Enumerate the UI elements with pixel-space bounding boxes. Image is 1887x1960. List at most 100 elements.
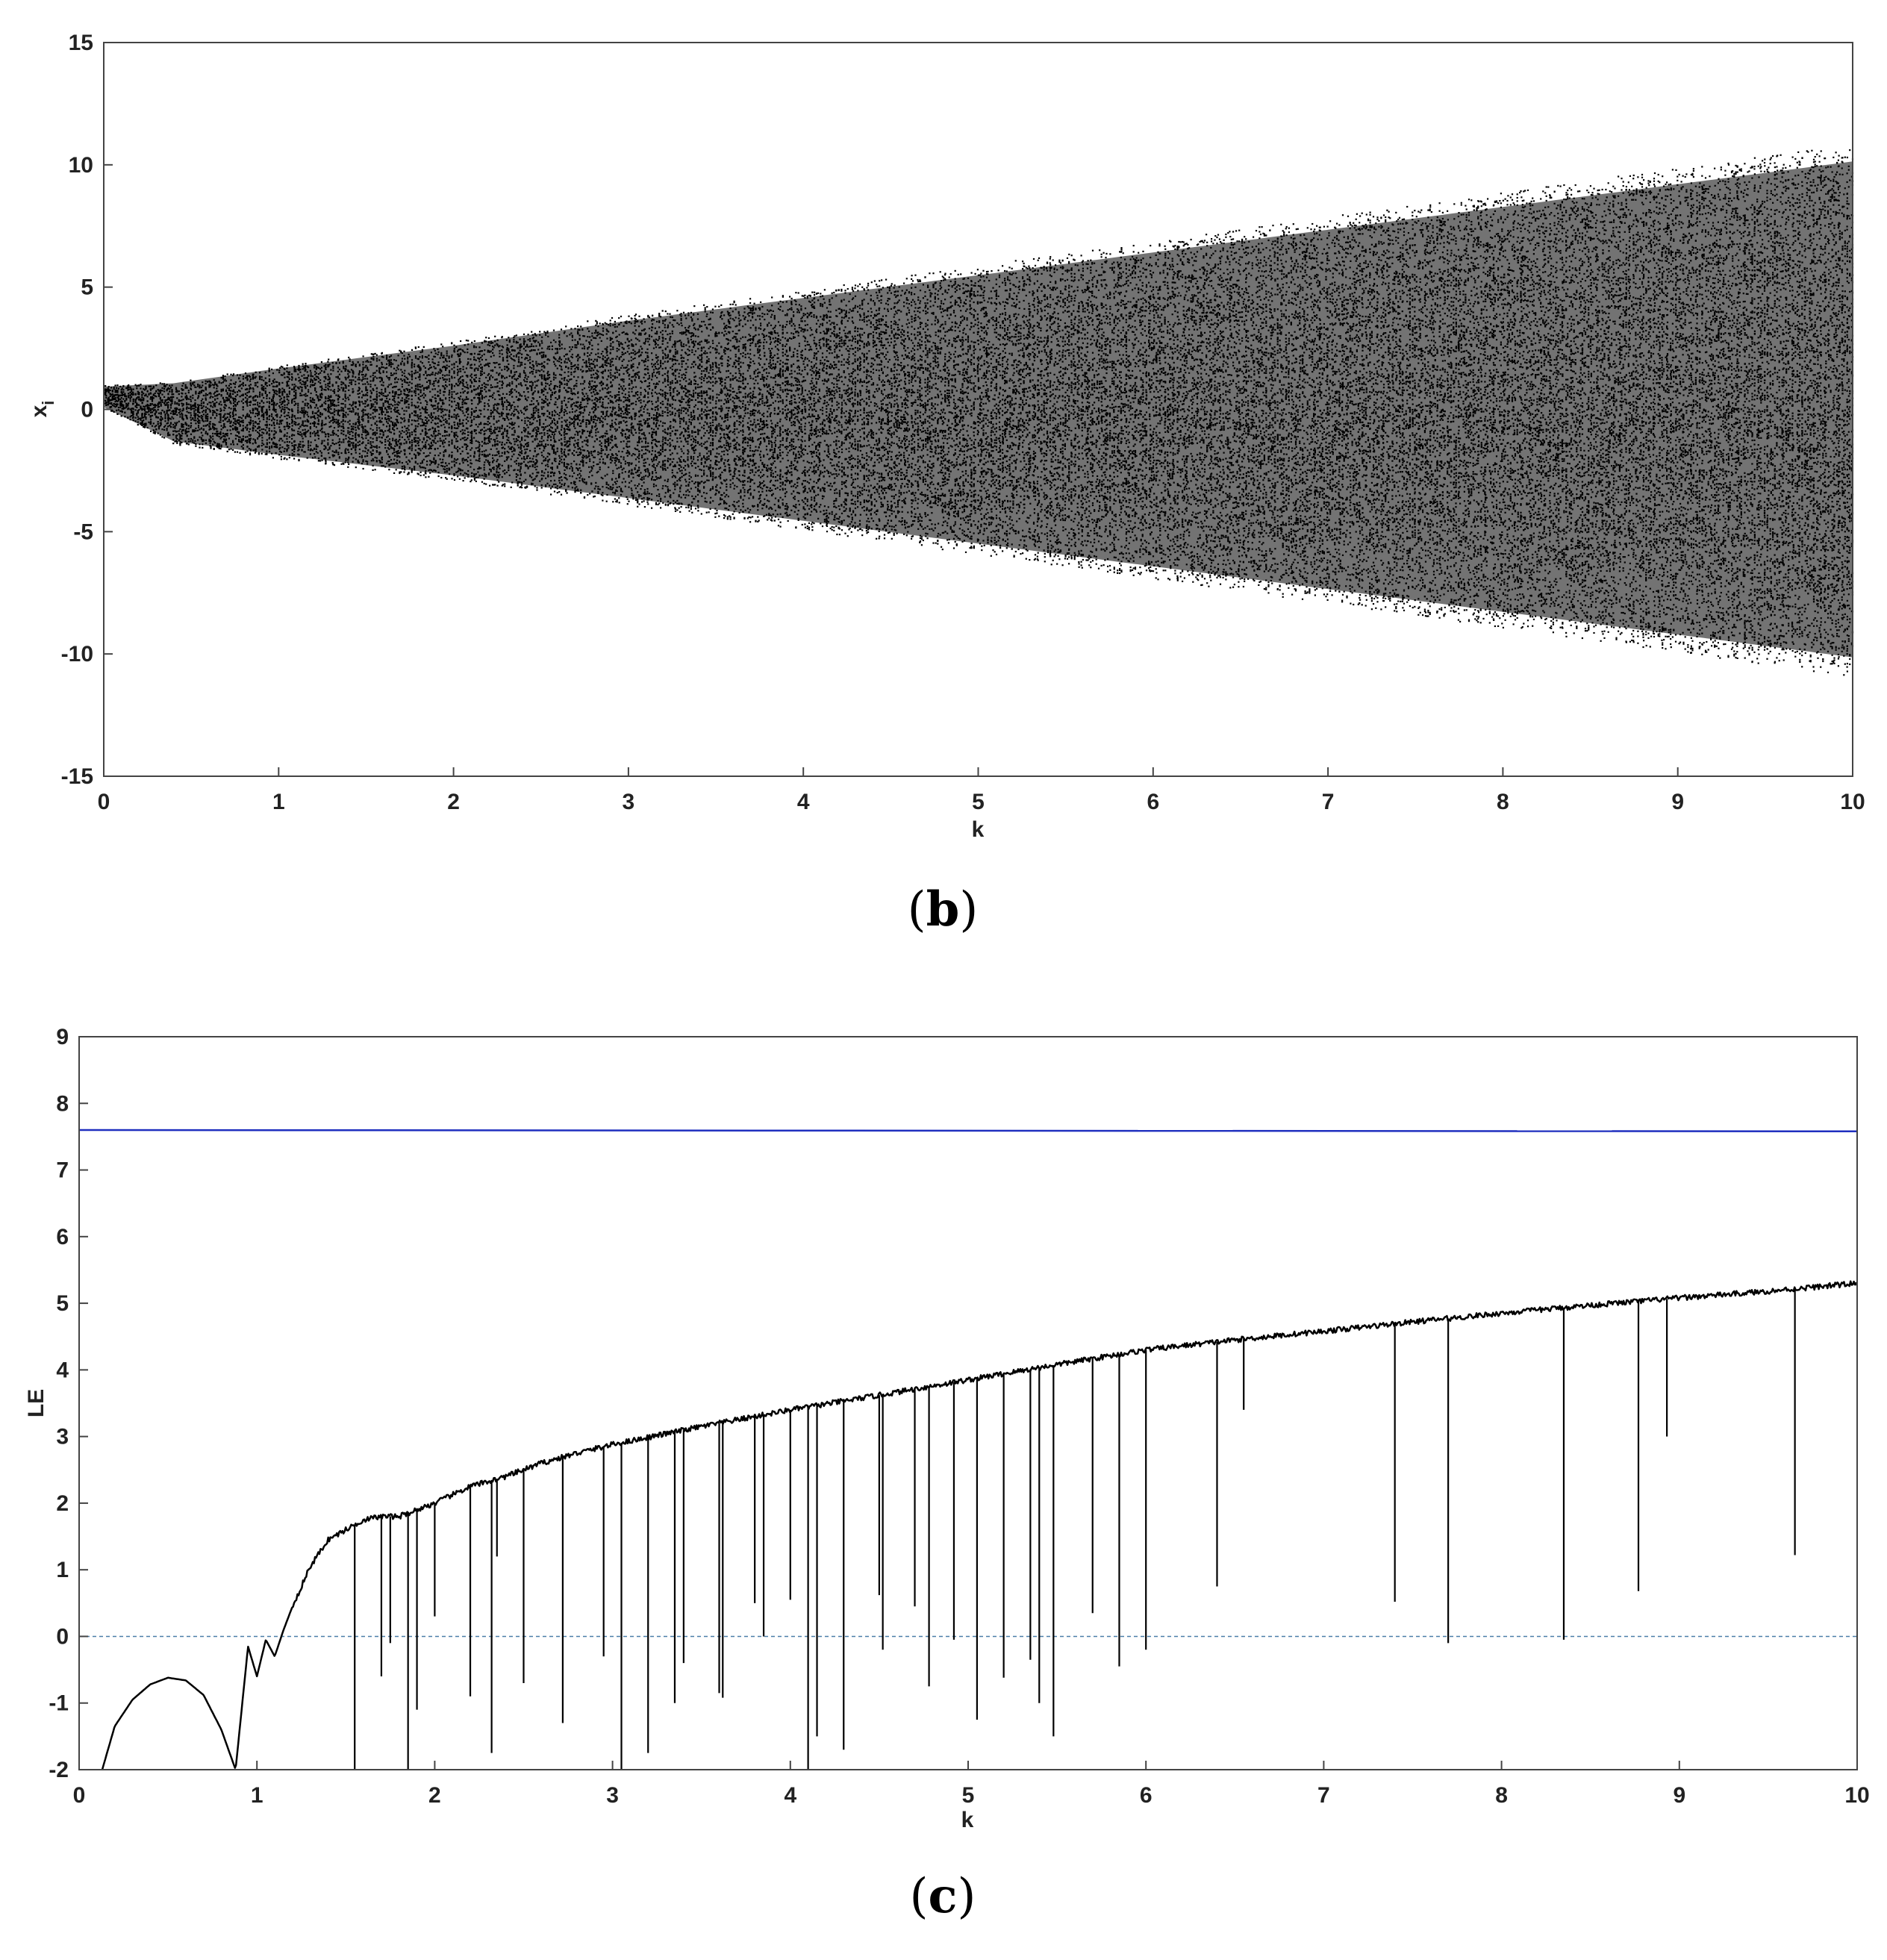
b-point [179,444,181,446]
b-point [240,437,241,438]
b-point [164,413,166,415]
b-point [148,405,149,406]
b-point [105,397,107,399]
b-point [207,413,208,415]
b-point [219,436,220,437]
b-point [150,415,152,416]
b-point [161,419,163,420]
b-point [266,442,268,443]
b-point [190,422,192,424]
b-point [246,442,248,443]
b-point [148,393,149,395]
b-point [232,449,234,451]
b-point [195,422,196,424]
b-point [266,413,268,415]
b-point [127,417,128,419]
b-point [181,385,183,387]
b-point [148,411,149,412]
b-point [124,416,125,417]
b-point [245,377,246,378]
b-point [133,389,134,390]
b-point [169,385,170,387]
b-point [261,428,263,430]
b-point [213,393,215,395]
b-point [164,405,166,406]
b-point [252,390,254,392]
b-point [128,389,129,390]
b-point [179,428,181,430]
b-point [194,405,196,406]
b-point [259,430,261,431]
b-point [155,393,156,394]
b-point [122,386,124,387]
b-point [214,399,216,401]
b-point [122,408,124,409]
b-point [198,408,199,409]
b-point [233,422,234,423]
b-point [249,442,251,443]
b-point [152,400,153,402]
b-point [155,396,157,397]
b-point [172,424,174,425]
b-point [210,447,211,449]
b-point [221,404,222,405]
b-point [214,403,216,405]
b-point [140,417,141,419]
b-point [141,415,143,416]
b-point [138,396,140,398]
b-point [164,401,166,402]
b-point [116,410,117,411]
b-point [166,404,168,405]
b-point [227,435,228,437]
b-point [161,410,163,411]
b-point [216,445,218,446]
b-point [160,397,161,399]
b-point [122,389,124,390]
b-point [224,426,225,428]
b-point [230,448,231,449]
b-point [181,393,183,394]
b-point [225,405,227,407]
b-point [258,452,260,454]
b-point [237,394,238,396]
b-point [113,411,115,413]
b-point [152,425,153,427]
panel-b-bifurcation: 0 1 2 3 4 5 6 7 8 9 10-15-10-5051015 k xi (b) [27,31,1865,937]
b-point [174,402,175,403]
b-point [153,407,155,408]
b-point [229,412,231,413]
b-density-band [104,161,1853,657]
b-point [263,428,264,430]
b-point [175,387,177,389]
b-point [235,420,237,422]
b-point [237,427,238,428]
b-point [137,412,139,413]
b-point [158,406,160,408]
b-point [240,416,241,418]
b-point [255,413,257,414]
b-point [259,434,261,436]
b-point [201,400,202,402]
b-point [202,434,203,436]
b-point [250,419,252,421]
b-point [219,408,221,410]
b-point [259,405,261,407]
b-point [187,431,188,432]
b-point [210,405,211,406]
b-point [186,395,187,396]
b-point [199,447,200,449]
b-point [133,408,134,410]
b-point [229,416,231,418]
b-point [116,384,118,386]
b-point [225,380,227,381]
b-point [144,408,146,410]
b-point [255,416,256,417]
b-point [263,416,264,418]
b-point [261,401,263,402]
b-point [167,415,169,416]
b-point [135,409,137,411]
b-point [176,431,178,432]
b-point [205,433,207,434]
b-point [176,402,178,404]
b-point [163,390,165,392]
